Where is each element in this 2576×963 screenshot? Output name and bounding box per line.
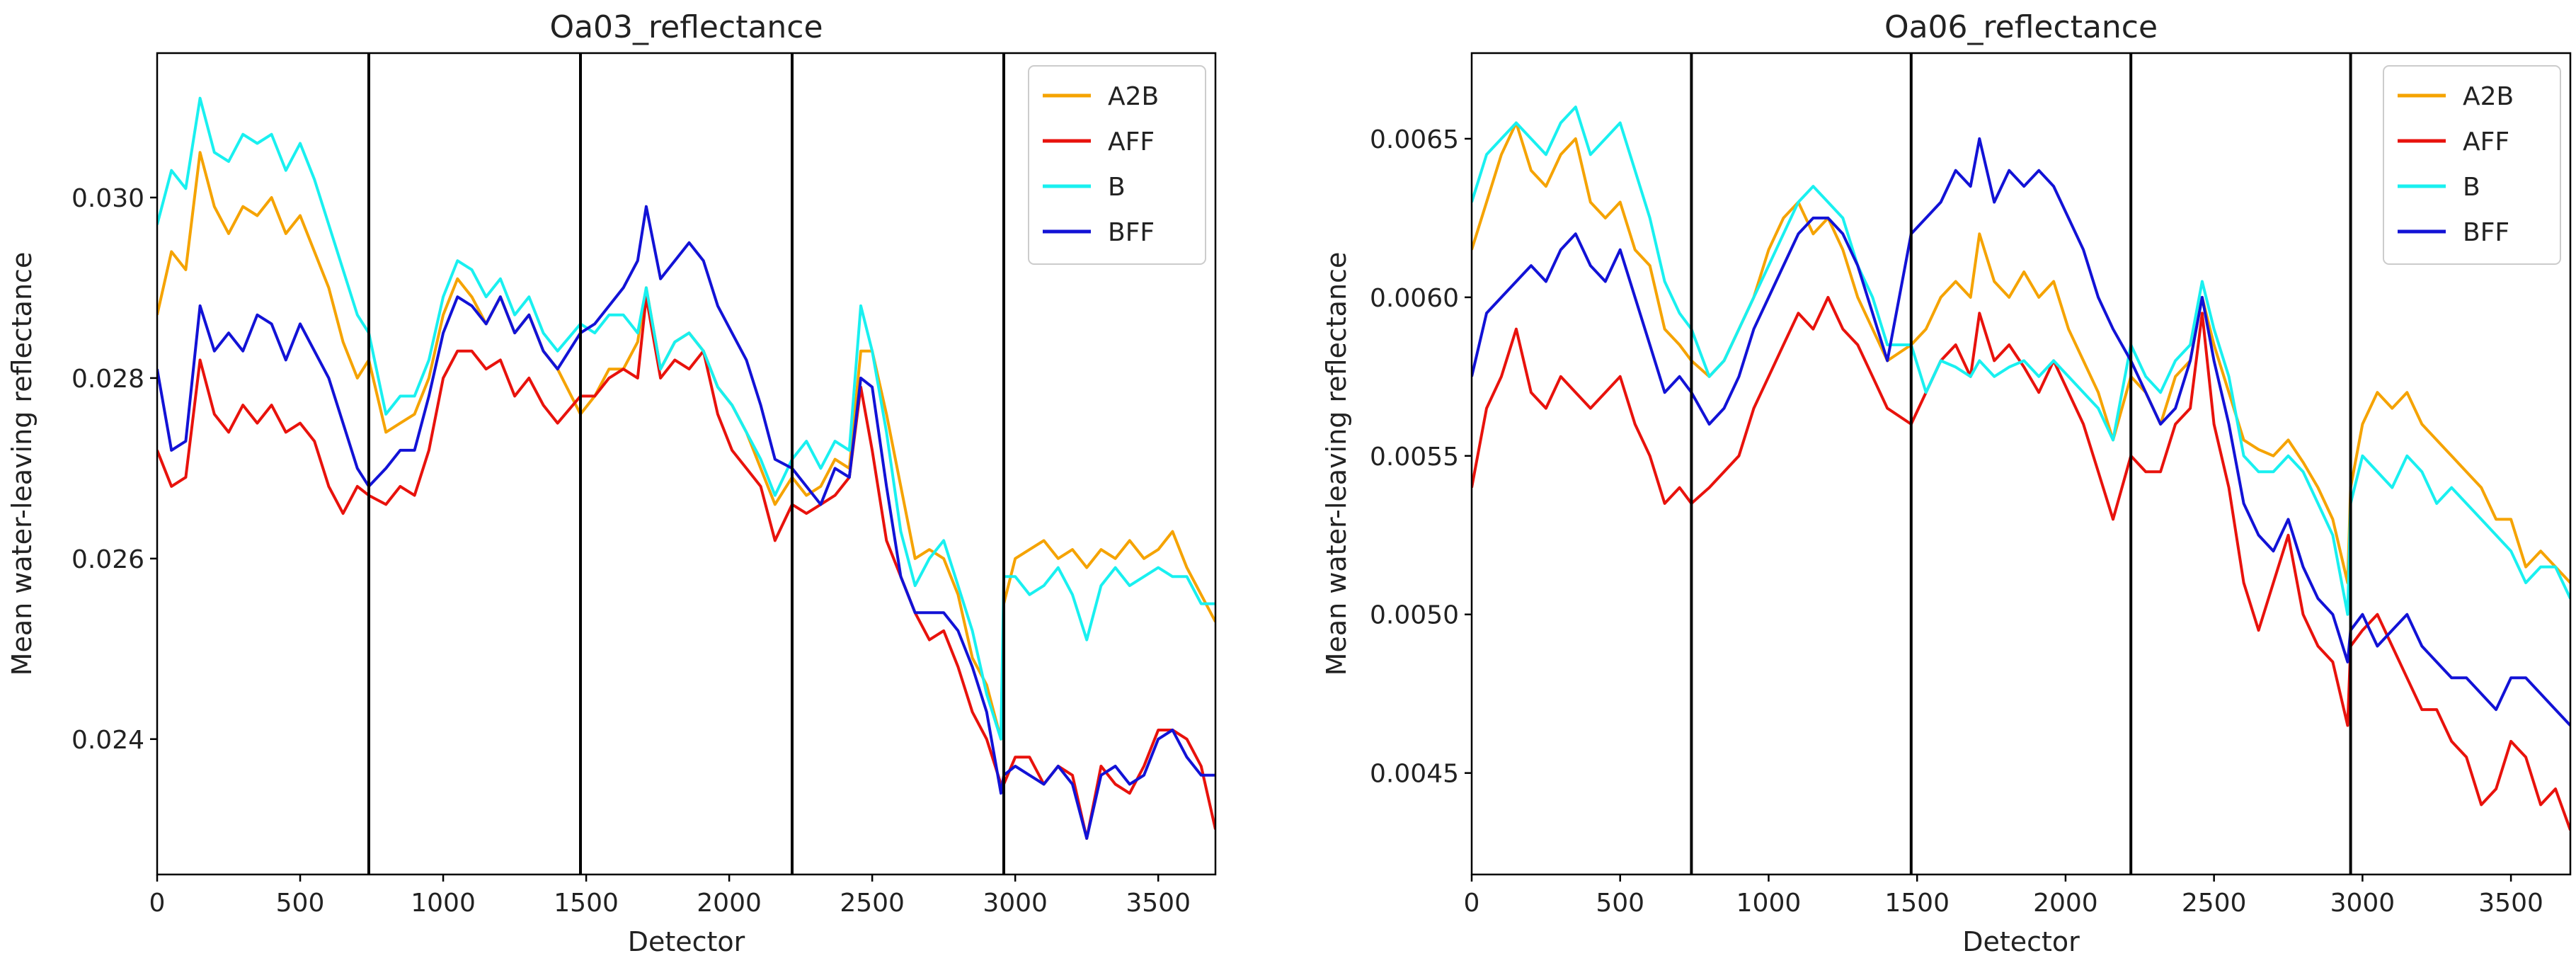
x-tick-label: 0	[149, 889, 166, 918]
legend: A2B AFF B BFF	[1028, 65, 1206, 265]
x-tick-label: 3000	[983, 889, 1048, 918]
x-tick-label: 500	[1596, 889, 1644, 918]
y-tick-label: 0.026	[71, 545, 144, 574]
x-tick-label: 0	[1464, 889, 1480, 918]
chart-panel-0: 0 500 1000 1500 2000 2500 3000 3500 0.024 0.026 0.…	[6, 9, 1217, 957]
chart-panel-1: 0 500 1000 1500 2000 2500 3000 3500 0.0045 0.0050…	[1321, 9, 2572, 957]
legend-label-aff: AFF	[1108, 127, 1155, 156]
y-tick-label: 0.0050	[1370, 601, 1459, 630]
x-tick-label: 1000	[411, 889, 476, 918]
y-tick-label: 0.0055	[1370, 443, 1459, 472]
legend: A2B AFF B BFF	[2383, 65, 2561, 265]
series-group	[1472, 106, 2570, 831]
legend-label-b: B	[2463, 173, 2480, 202]
axes-frame	[1470, 52, 2572, 876]
series-line-a2b	[1472, 121, 2570, 584]
legend-box	[1028, 65, 1206, 265]
y-axis-label: Mean water-leaving reflectance	[1321, 252, 1352, 676]
chart-title: Oa03_reflectance	[549, 9, 823, 45]
series-line-bff	[157, 205, 1215, 840]
y-tick-label: 0.0065	[1370, 125, 1459, 154]
series-group	[157, 96, 1215, 840]
y-tick-label: 0.024	[71, 726, 144, 755]
series-line-b	[1472, 106, 2570, 616]
y-axis-label: Mean water-leaving reflectance	[6, 252, 38, 676]
x-tick-label: 2500	[840, 889, 905, 918]
series-line-aff	[1472, 295, 2570, 831]
y-tick-label: 0.0045	[1370, 760, 1459, 789]
series-line-bff	[1472, 137, 2570, 726]
legend-box	[2383, 65, 2561, 265]
y-tick-label: 0.028	[71, 365, 144, 394]
x-tick-label: 1500	[1884, 889, 1950, 918]
x-tick-label: 3500	[1126, 889, 1191, 918]
series-line-aff	[157, 295, 1215, 840]
legend-label-aff: AFF	[2463, 127, 2509, 156]
legend-label-bff: BFF	[1108, 218, 1155, 247]
x-tick-label: 1500	[554, 889, 619, 918]
x-tick-label: 2000	[697, 889, 762, 918]
x-tick-label: 1000	[1736, 889, 1802, 918]
x-axis-label: Detector	[1962, 926, 2080, 957]
y-tick-label: 0.030	[71, 184, 144, 213]
legend-label-bff: BFF	[2463, 218, 2509, 247]
x-tick-label: 2000	[2033, 889, 2098, 918]
chart-title: Oa06_reflectance	[1884, 9, 2158, 45]
x-tick-label: 3000	[2330, 889, 2395, 918]
x-axis-label: Detector	[628, 926, 745, 957]
x-tick-label: 3500	[2478, 889, 2543, 918]
series-line-b	[157, 96, 1215, 741]
x-tick-label: 2500	[2182, 889, 2247, 918]
y-tick-label: 0.0060	[1370, 284, 1459, 313]
x-tick-label: 500	[276, 889, 325, 918]
legend-label-b: B	[1108, 173, 1126, 202]
axes-frame	[156, 52, 1217, 876]
legend-label-a2b: A2B	[2463, 82, 2514, 111]
legend-label-a2b: A2B	[1108, 82, 1159, 111]
